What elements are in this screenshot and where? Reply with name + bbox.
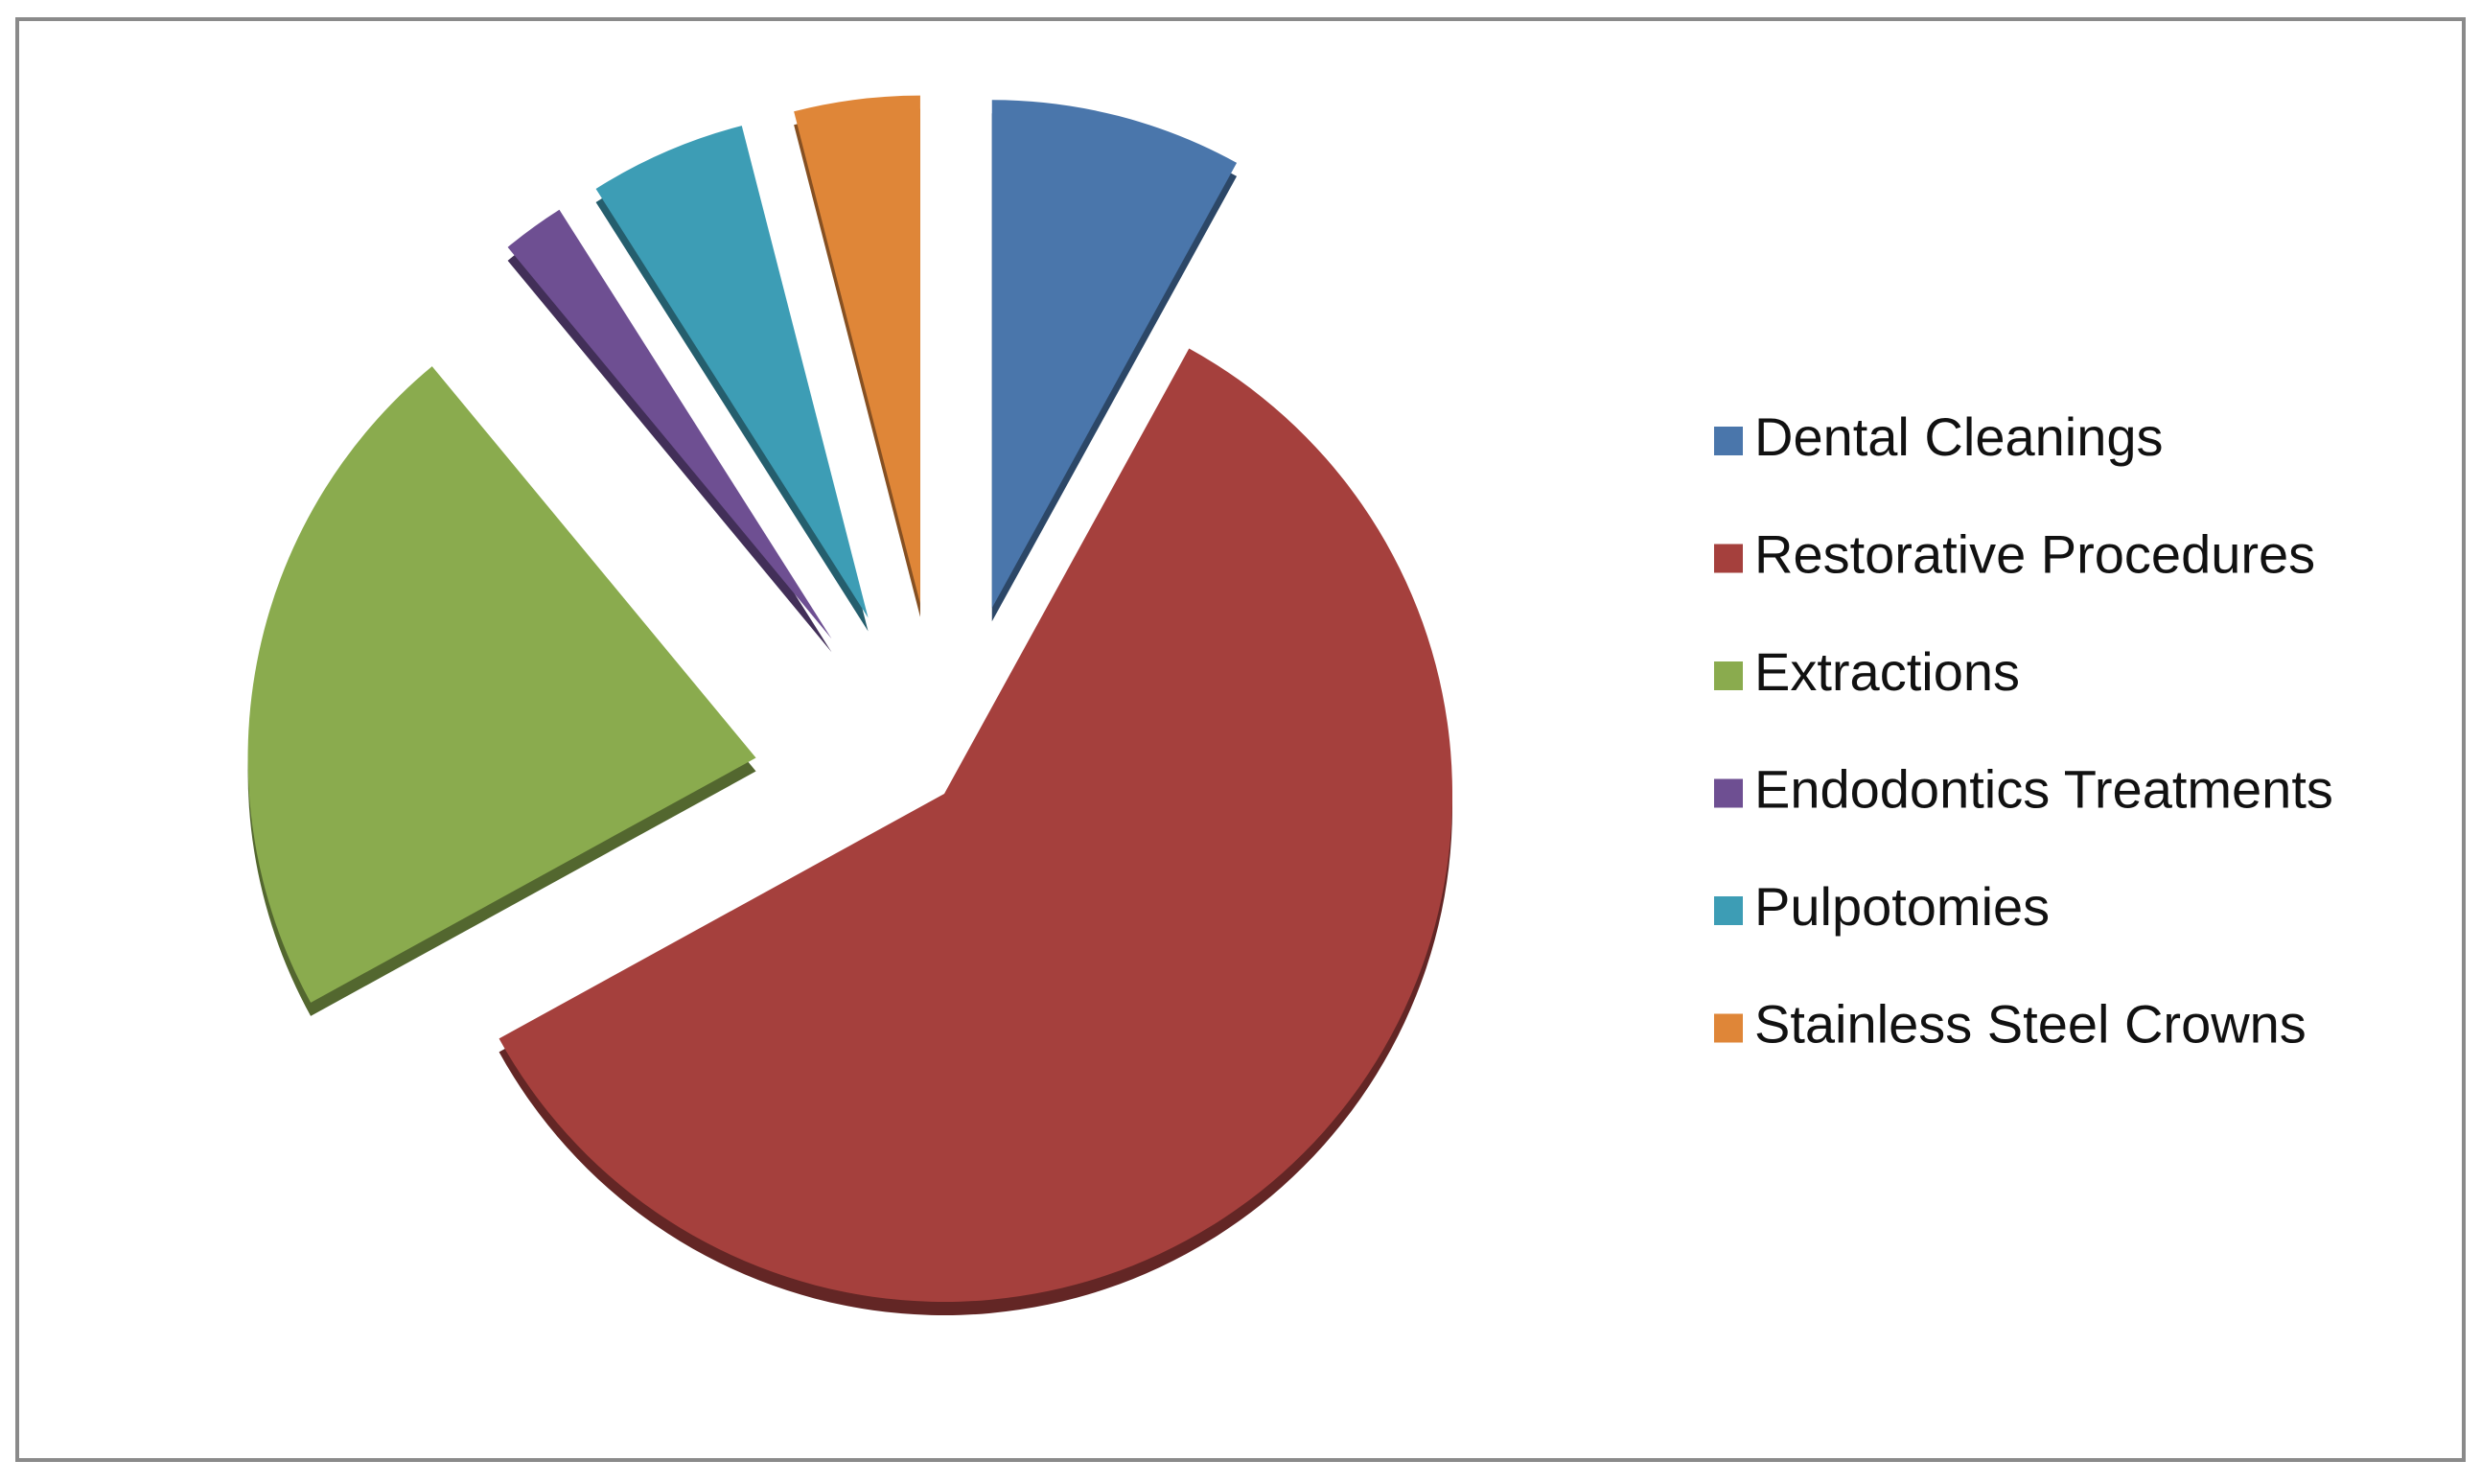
legend-swatch <box>1714 427 1743 455</box>
pie-slice <box>794 95 920 604</box>
pie-slice <box>499 348 1452 1302</box>
pie-slice <box>991 100 1238 609</box>
legend-swatch <box>1714 1013 1743 1043</box>
legend-label: Restorative Procedures <box>1754 523 2315 584</box>
legend-label: Stainless Steel Crowns <box>1754 993 2307 1054</box>
pie-slice <box>247 366 756 1003</box>
legend-label: Endodontics Treatments <box>1754 758 2333 819</box>
legend-swatch <box>1714 896 1743 925</box>
legend-label: Pulpotomies <box>1754 876 2050 937</box>
legend-swatch <box>1714 778 1743 808</box>
legend-label: Dental Cleanings <box>1754 406 2163 467</box>
legend-label: Extractions <box>1754 641 2020 702</box>
legend-swatch <box>1714 544 1743 573</box>
pie-slice <box>595 126 869 618</box>
pie-slice <box>507 209 832 639</box>
legend-swatch <box>1714 661 1743 690</box>
